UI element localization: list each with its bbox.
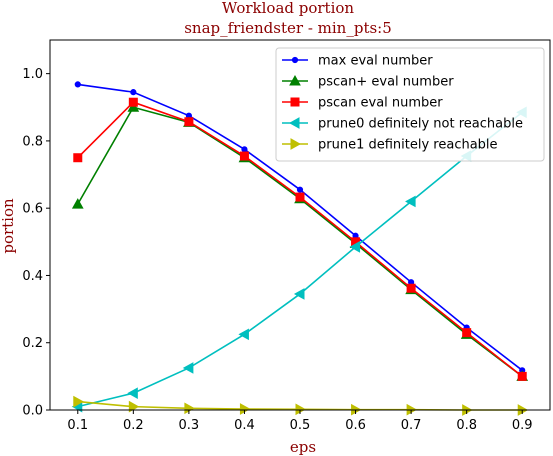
data-point bbox=[128, 400, 140, 413]
legend-item: prune1 definitely reachable bbox=[282, 138, 498, 153]
legend-item: prune0 definitely not reachable bbox=[282, 117, 523, 132]
data-point bbox=[127, 101, 140, 112]
legend-label: prune0 definitely not reachable bbox=[318, 117, 523, 132]
data-point bbox=[73, 153, 83, 163]
legend-marker bbox=[290, 97, 300, 107]
ticks-layer: 0.1 0.2 0.3 0.4 0.5 0.6 0.7 0.8 0.9 0.0 0.2 0.4 0.6 0… bbox=[22, 67, 532, 433]
x-tick-label: 0.5 bbox=[290, 418, 311, 433]
data-point bbox=[239, 151, 249, 161]
y-tick-label: 0.2 bbox=[22, 336, 43, 351]
data-point bbox=[130, 89, 137, 96]
legend-marker bbox=[288, 117, 300, 129]
data-point bbox=[405, 195, 416, 208]
legend-box bbox=[275, 47, 545, 162]
legend: max eval number pscan+ eval number pscan e… bbox=[275, 47, 545, 162]
data-point bbox=[462, 328, 472, 338]
x-tick-label: 0.4 bbox=[234, 418, 255, 433]
series-0 bbox=[74, 81, 526, 374]
data-point bbox=[182, 362, 194, 374]
legend-label: max eval number bbox=[318, 54, 433, 69]
legend-item: pscan eval number bbox=[282, 96, 443, 111]
x-axis-label: eps bbox=[290, 438, 316, 456]
legend-marker bbox=[291, 56, 299, 64]
data-point bbox=[128, 97, 138, 107]
x-tick-label: 0.7 bbox=[401, 418, 422, 433]
legend-marker bbox=[289, 74, 301, 86]
legend-item: pscan+ eval number bbox=[282, 75, 454, 90]
y-axis-label: portion bbox=[0, 198, 17, 254]
data-point bbox=[127, 387, 138, 400]
data-point bbox=[71, 198, 84, 209]
legend-label: pscan eval number bbox=[318, 96, 443, 111]
legend-item: max eval number bbox=[282, 54, 433, 69]
data-point bbox=[296, 186, 304, 193]
data-point bbox=[406, 283, 416, 293]
data-point bbox=[293, 288, 305, 300]
legend-label: prune1 definitely reachable bbox=[318, 138, 498, 153]
data-point bbox=[238, 328, 249, 341]
y-tick-label: 1.0 bbox=[22, 67, 43, 82]
data-point bbox=[295, 192, 305, 202]
x-tick-label: 0.8 bbox=[456, 418, 477, 433]
y-tick-label: 0.8 bbox=[22, 134, 43, 149]
chart-subtitle: snap_friendster - min_pts:5 bbox=[184, 19, 392, 37]
x-tick-label: 0.6 bbox=[345, 418, 366, 433]
data-point bbox=[73, 395, 84, 408]
x-tick-label: 0.2 bbox=[123, 418, 144, 433]
data-point bbox=[517, 371, 527, 381]
y-tick-label: 0.0 bbox=[22, 404, 43, 419]
legend-label: pscan+ eval number bbox=[318, 75, 454, 90]
data-point bbox=[241, 146, 248, 153]
y-tick-label: 0.4 bbox=[22, 269, 43, 284]
x-tick-label: 0.1 bbox=[67, 418, 88, 433]
x-tick-label: 0.9 bbox=[512, 418, 533, 433]
legend-marker bbox=[290, 138, 302, 150]
y-tick-label: 0.6 bbox=[22, 202, 43, 217]
data-point bbox=[184, 117, 194, 127]
x-tick-label: 0.3 bbox=[179, 418, 200, 433]
data-point bbox=[74, 81, 81, 88]
chart-title: Workload portion bbox=[222, 0, 354, 17]
data-point bbox=[349, 241, 361, 253]
